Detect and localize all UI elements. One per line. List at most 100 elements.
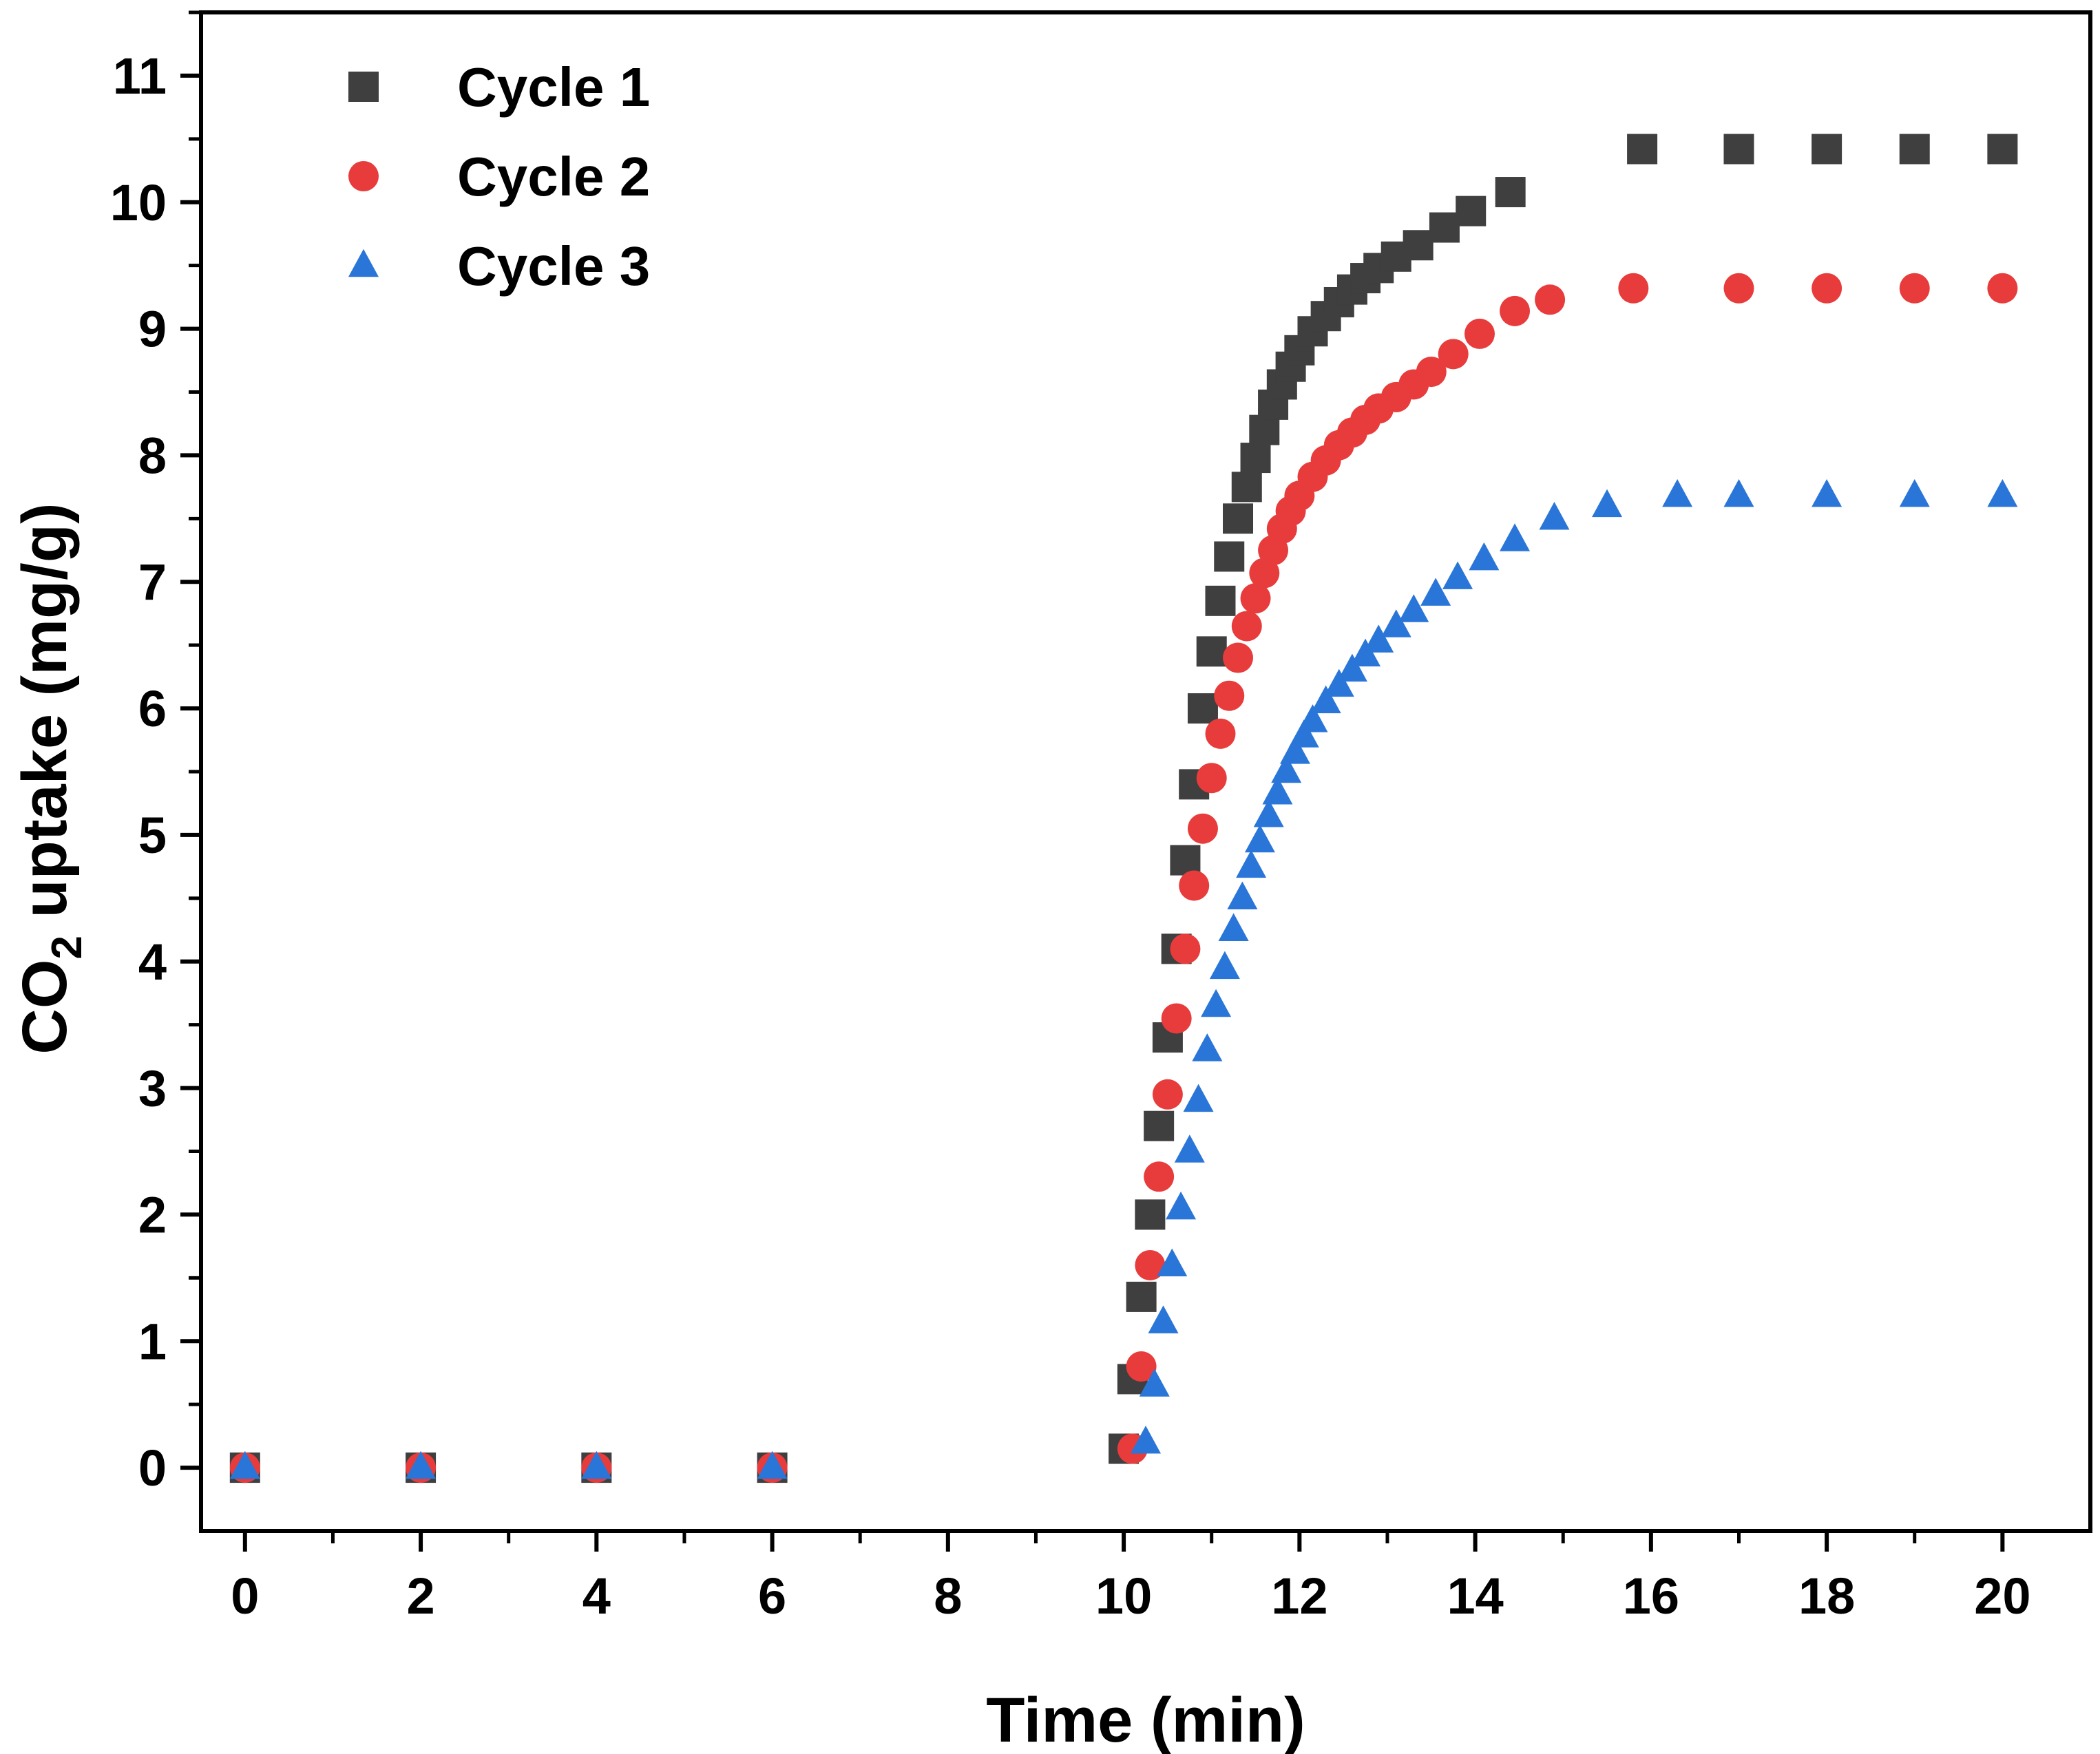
y-tick-label: 4 <box>138 933 167 991</box>
data-point <box>1438 339 1469 370</box>
x-tick-label: 0 <box>231 1567 259 1625</box>
legend-entry: Cycle 3 <box>348 235 650 297</box>
data-point <box>1442 561 1473 589</box>
data-point <box>581 1450 612 1479</box>
data-marks <box>229 134 2018 1483</box>
data-point <box>1592 489 1623 518</box>
legend-label: Cycle 1 <box>457 56 650 118</box>
data-point <box>1618 273 1649 304</box>
data-point <box>1812 273 1842 304</box>
data-point <box>1126 1351 1157 1382</box>
data-point <box>1271 754 1302 783</box>
data-point <box>1323 668 1354 697</box>
y-tick-label: 0 <box>138 1439 167 1497</box>
data-point <box>1899 478 1930 507</box>
data-point <box>1236 849 1267 878</box>
data-point <box>1161 1003 1192 1034</box>
x-tick-label: 6 <box>758 1567 786 1625</box>
data-point <box>1201 989 1232 1017</box>
y-tick-label: 3 <box>138 1060 167 1117</box>
data-point <box>1152 1079 1183 1110</box>
data-point <box>1214 680 1245 711</box>
legend-marker <box>348 249 379 277</box>
data-point <box>1380 609 1411 637</box>
data-point <box>1403 230 1434 261</box>
data-point <box>1231 472 1262 503</box>
data-point <box>1500 523 1531 551</box>
data-point <box>1214 541 1245 572</box>
data-point <box>1279 736 1310 764</box>
data-point <box>1174 1134 1205 1163</box>
legend-entry: Cycle 2 <box>348 146 650 207</box>
data-point <box>1170 845 1201 876</box>
data-point <box>1218 913 1249 941</box>
data-point <box>1987 134 2018 165</box>
data-point <box>1812 478 1842 507</box>
y-tick-label: 11 <box>113 47 167 105</box>
data-point <box>1464 318 1495 349</box>
data-point <box>1148 1305 1179 1333</box>
data-point <box>757 1450 788 1479</box>
data-point <box>1187 693 1218 724</box>
data-point <box>1416 357 1447 388</box>
data-point <box>1627 134 1658 165</box>
data-point <box>1899 134 1930 165</box>
legend-label: Cycle 3 <box>457 235 650 297</box>
data-point <box>1144 1161 1175 1192</box>
x-axis-title: Time (min) <box>986 1685 1305 1754</box>
y-axis-title-suffix: uptake (mg/g) <box>10 503 80 936</box>
data-point <box>1535 284 1566 315</box>
data-point <box>1420 578 1451 606</box>
y-tick-label: 5 <box>138 807 167 864</box>
y-tick-label: 7 <box>138 553 167 611</box>
series-cycle-3 <box>229 478 2018 1479</box>
data-point <box>1166 1191 1197 1220</box>
x-tick-label: 18 <box>1798 1567 1855 1625</box>
data-point <box>1249 558 1280 589</box>
data-point <box>1723 478 1754 507</box>
data-point <box>1723 273 1754 304</box>
y-tick-label: 9 <box>138 301 167 358</box>
data-point <box>1429 212 1460 243</box>
data-point <box>1244 824 1275 853</box>
data-point <box>1899 273 1930 304</box>
y-axis-title-subscript: 2 <box>43 936 91 959</box>
data-point <box>1135 1199 1166 1230</box>
data-point <box>1987 273 2018 304</box>
legend-marker <box>348 72 379 102</box>
data-point <box>1227 881 1258 910</box>
data-point <box>1183 1084 1214 1112</box>
data-point <box>1196 636 1227 667</box>
data-point <box>1223 503 1254 534</box>
data-point <box>1456 196 1487 226</box>
data-point <box>1223 642 1254 673</box>
data-point <box>1196 763 1227 794</box>
data-point <box>1662 478 1693 507</box>
data-point <box>1812 134 1842 165</box>
data-point <box>1310 685 1341 714</box>
data-point <box>1205 585 1236 616</box>
data-point <box>1209 951 1240 980</box>
data-point <box>1539 502 1570 530</box>
x-tick-label: 14 <box>1447 1567 1503 1625</box>
x-tick-label: 20 <box>1974 1567 2030 1625</box>
x-tick-label: 4 <box>582 1567 611 1625</box>
data-point <box>1398 594 1429 622</box>
data-point <box>1253 799 1284 827</box>
data-point <box>1179 870 1210 901</box>
y-tick-label: 1 <box>138 1313 167 1370</box>
data-point <box>1249 414 1280 445</box>
data-point <box>229 1450 260 1479</box>
x-tick-label: 8 <box>934 1567 962 1625</box>
legend-marker <box>348 161 379 191</box>
x-tick-label: 16 <box>1623 1567 1679 1625</box>
data-point <box>1187 813 1218 844</box>
data-point <box>1144 1110 1175 1141</box>
data-point <box>1192 1033 1223 1061</box>
data-point <box>1336 653 1367 682</box>
data-point <box>1157 1248 1188 1277</box>
data-point <box>1297 704 1328 732</box>
